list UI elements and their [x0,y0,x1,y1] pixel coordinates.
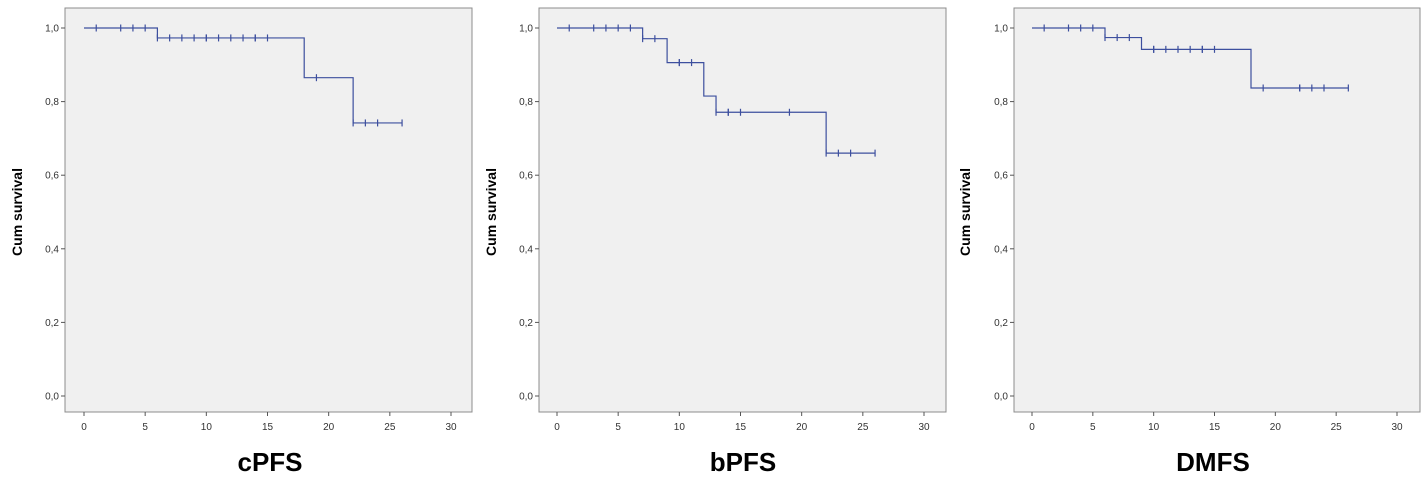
y-tick-label: 1,0 [45,24,59,35]
survival-curve [1032,27,1349,89]
x-tick-label: 15 [262,422,274,433]
x-tick-label: 20 [323,422,335,433]
x-tick-label: 25 [857,422,869,433]
y-tick-label: 0,2 [994,318,1008,329]
survival-plot-bpfs: 0,0 0,2 0,4 0,6 0,8 1,0 0 5 10 15 20 25 30 Cum surviv… [483,7,947,433]
x-tick-label: 0 [81,422,87,433]
x-tick-label: 30 [1391,422,1403,433]
y-tick-label: 1,0 [519,24,533,35]
x-tick-label: 30 [445,422,457,433]
x-tick-label: 5 [1090,422,1096,433]
x-tick-label: 20 [796,422,808,433]
y-tick-label: 0,0 [994,392,1008,403]
chart-panel-dmfs: 0,0 0,2 0,4 0,6 0,8 1,0 0 5 10 15 20 25 30 Cum surviv… [948,0,1422,497]
chart-title-cpfs: cPFS [237,447,303,477]
y-tick-label: 0,6 [45,171,59,182]
chart-title-bpfs: bPFS [709,447,777,477]
plot-area [538,7,947,413]
y-axis-label: Cum survival [957,168,973,256]
y-tick-label: 0,8 [994,97,1008,108]
x-tick-label: 15 [735,422,747,433]
y-tick-label: 0,2 [519,318,533,329]
y-tick-label: 0,6 [994,171,1008,182]
x-tick-label: 10 [1148,422,1160,433]
x-tick-label: 15 [1209,422,1221,433]
survival-plot-cpfs: 0,0 0,2 0,4 0,6 0,8 1,0 0 5 10 15 20 25 30 Cum surviv… [9,7,473,433]
y-tick-label: 0,6 [519,171,533,182]
y-tick-label: 0,4 [994,244,1008,255]
x-tick-label: 0 [1029,422,1035,433]
y-axis-label: Cum survival [483,168,499,256]
y-tick-label: 0,4 [519,244,533,255]
y-tick-label: 0,4 [45,244,59,255]
x-tick-label: 0 [554,422,560,433]
x-tick-label: 25 [1331,422,1343,433]
y-axis-label: Cum survival [9,168,25,256]
x-tick-label: 10 [201,422,213,433]
x-tick-label: 30 [918,422,930,433]
survival-curve [84,27,403,124]
y-tick-label: 0,0 [45,392,59,403]
plot-area [1013,7,1421,413]
y-tick-label: 1,0 [994,24,1008,35]
x-tick-label: 10 [674,422,686,433]
y-tick-label: 0,8 [45,97,59,108]
x-tick-label: 25 [384,422,396,433]
y-tick-label: 0,0 [519,392,533,403]
y-tick-label: 0,8 [519,97,533,108]
chart-panel-cpfs: 0,0 0,2 0,4 0,6 0,8 1,0 0 5 10 15 20 25 30 Cum surviv… [0,0,474,497]
y-tick-label: 0,2 [45,318,59,329]
survival-plot-dmfs: 0,0 0,2 0,4 0,6 0,8 1,0 0 5 10 15 20 25 30 Cum surviv… [957,7,1421,433]
chart-title-dmfs: DMFS [1176,447,1250,477]
x-tick-label: 5 [615,422,621,433]
chart-panel-bpfs: 0,0 0,2 0,4 0,6 0,8 1,0 0 5 10 15 20 25 30 Cum surviv… [474,0,948,497]
x-tick-label: 20 [1270,422,1282,433]
plot-area [64,7,473,413]
x-tick-label: 5 [142,422,148,433]
